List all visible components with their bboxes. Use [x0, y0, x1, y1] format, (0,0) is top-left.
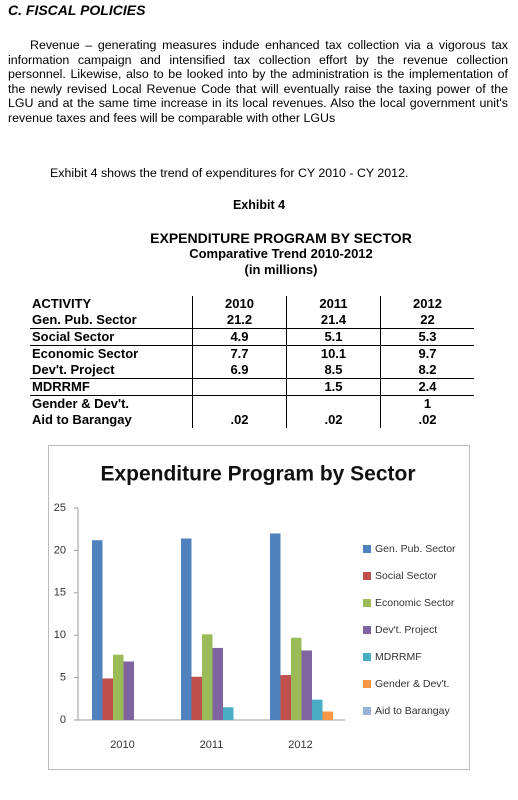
bar [301, 650, 312, 720]
bar [191, 676, 202, 720]
table-cell: 9.7 [380, 345, 474, 362]
table-cell: MDRRMF [30, 378, 193, 396]
table-cell: 5.1 [286, 328, 381, 346]
bar [92, 540, 103, 720]
table-cell [286, 395, 381, 412]
x-tick-label: 2011 [200, 739, 224, 751]
table-cell: 21.4 [286, 312, 381, 329]
legend-swatch [363, 572, 371, 580]
bar [123, 661, 134, 720]
x-tick-label: 2012 [288, 739, 312, 751]
table-cell: ACTIVITY [32, 296, 92, 311]
table-cell: 1.5 [286, 378, 381, 396]
legend-label: Economic Sector [375, 597, 455, 609]
legend-swatch [363, 653, 371, 661]
legend-label: Social Sector [375, 570, 437, 582]
table-cell: .02 [380, 412, 474, 428]
y-tick-label: 15 [54, 587, 66, 599]
table-cell: 2010 [192, 296, 287, 312]
table-row: Gender & Dev't. 1 [30, 395, 474, 412]
table-row: Dev't. Project 6.9 8.5 8.2 [30, 362, 474, 379]
table-row: Aid to Barangay .02.02.02 [30, 412, 474, 428]
bar [270, 533, 281, 720]
table-row: ACTIVITY 2010 2011 2012 [30, 296, 474, 312]
legend-swatch [363, 545, 371, 553]
table-cell: 6.9 [192, 362, 287, 379]
bar [102, 678, 113, 720]
x-tick-label: 2010 [110, 739, 134, 751]
table-row: Economic Sector 7.7 10.1 9.7 [30, 345, 474, 362]
y-tick-label: 0 [60, 714, 66, 726]
table-cell: Dev't. Project [30, 362, 193, 379]
bar [280, 675, 291, 720]
table-cell: 5.3 [380, 328, 474, 346]
table-cell: 7.7 [192, 345, 287, 362]
legend-swatch [363, 626, 371, 634]
paragraph: Revenue – generating measures indude enh… [8, 38, 508, 125]
bar [181, 538, 192, 720]
table-cell: Social Sector [30, 328, 193, 346]
legend-label: Gender & Dev't. [375, 678, 449, 690]
table-cell: .02 [286, 412, 381, 428]
intro: Exhibit 4 shows the trend of expenditure… [50, 166, 409, 180]
legend-label: Dev't. Project [375, 624, 437, 636]
table: ACTIVITY 2010 2011 2012 Gen. Pub. Sector 21.2… [30, 296, 474, 428]
table-cell: 10.1 [286, 345, 381, 362]
table-cell: 2.4 [380, 378, 474, 396]
bar [202, 634, 213, 720]
table-cell: Gender & Dev't. [32, 396, 130, 411]
bar [223, 707, 234, 720]
chart-title: Expenditure Program by Sector [100, 463, 415, 486]
y-tick-label: 20 [54, 544, 66, 556]
table-cell: 1 [380, 395, 474, 412]
bar [291, 637, 302, 720]
legend-label: MDRRMF [375, 651, 422, 663]
heading: C. FISCAL POLICIES [8, 2, 146, 18]
legend-swatch [363, 680, 371, 688]
table-cell: 21.2 [192, 312, 287, 329]
legend-label: Gen. Pub. Sector [375, 543, 456, 555]
table-cell: 2012 [380, 296, 474, 312]
table-cell: .02 [192, 412, 287, 428]
table-row: MDRRMF 1.5 2.4 [30, 378, 474, 396]
table-title: EXPENDITURE PROGRAM BY SECTOR [150, 230, 412, 246]
table-subtitle: Comparative Trend 2010-2012 [189, 246, 373, 261]
bar [312, 699, 323, 720]
table-cell: 8.5 [286, 362, 381, 379]
table-cell: Gen. Pub. Sector [30, 312, 193, 329]
legend-swatch [363, 599, 371, 607]
y-tick-label: 25 [54, 502, 66, 514]
table-row: Social Sector 4.9 5.1 5.3 [30, 328, 474, 346]
table-cell [192, 378, 287, 396]
table-row: Gen. Pub. Sector 21.2 21.4 22 [30, 312, 474, 329]
y-tick-label: 5 [60, 672, 66, 684]
bar [212, 647, 223, 720]
table-cell: 22 [380, 312, 474, 329]
legend-swatch [363, 707, 371, 715]
table-cell: 2011 [286, 296, 381, 312]
bar [113, 654, 124, 720]
legend-label: Aid to Barangay [375, 705, 450, 717]
table-cell: Economic Sector [32, 346, 139, 361]
y-tick-label: 10 [54, 629, 66, 641]
chart: Expenditure Program by Sector 0 5 10 15 20 25… [48, 445, 470, 770]
bar [322, 711, 333, 720]
table-cell: 4.9 [192, 328, 287, 346]
exhibit-label: Exhibit 4 [232, 198, 286, 212]
table-cell [192, 395, 287, 412]
table-cell: 8.2 [380, 362, 474, 379]
table-cell: Aid to Barangay [32, 412, 132, 427]
table-unit: (in millions) [244, 262, 318, 277]
